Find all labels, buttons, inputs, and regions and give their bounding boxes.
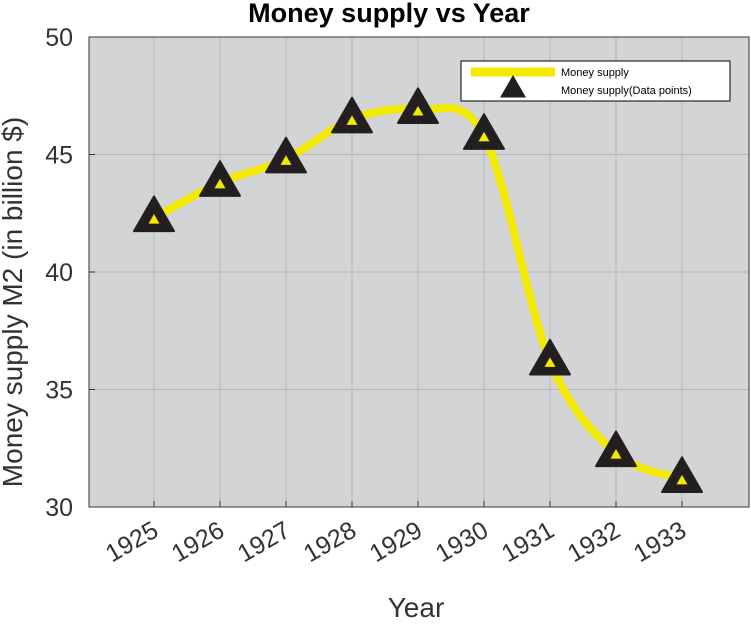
x-tick-label: 1933 xyxy=(629,516,691,568)
chart-title: Money supply vs Year xyxy=(248,0,530,28)
series-line xyxy=(150,104,686,483)
x-tick-label: 1929 xyxy=(365,516,427,568)
data-point-marker xyxy=(463,113,505,150)
x-axis-label: Year xyxy=(388,592,445,622)
legend-label-line: Money supply xyxy=(561,67,629,79)
legend-marker-swatch xyxy=(500,75,526,98)
y-tick-label: 45 xyxy=(45,142,73,170)
x-tick-label: 1932 xyxy=(563,516,625,568)
x-tick-label: 1927 xyxy=(233,516,295,568)
x-tick-label: 1928 xyxy=(299,516,361,568)
y-axis-label: Money supply M2 (in billion $) xyxy=(0,117,28,487)
data-point-marker xyxy=(661,456,703,493)
data-point-marker xyxy=(265,136,307,174)
data-point-marker xyxy=(595,430,637,468)
y-tick-label: 35 xyxy=(45,377,73,405)
legend: Money supply Money supply(Data points) xyxy=(460,60,731,102)
data-point-marker xyxy=(133,195,175,233)
y-tick-label: 30 xyxy=(45,494,73,522)
series-money-supply xyxy=(133,87,703,493)
legend-label-markers: Money supply(Data points) xyxy=(561,85,692,97)
x-tick-label: 1930 xyxy=(431,516,493,568)
data-point-marker xyxy=(397,87,439,125)
data-point-marker xyxy=(529,338,571,376)
data-point-marker xyxy=(331,96,373,134)
y-tick-label: 40 xyxy=(45,259,73,287)
x-tick-label: 1925 xyxy=(101,516,163,568)
data-point-marker xyxy=(199,160,241,197)
x-tick-label: 1926 xyxy=(167,516,229,568)
y-tick-label: 50 xyxy=(45,24,73,52)
x-tick-label: 1931 xyxy=(497,516,559,568)
